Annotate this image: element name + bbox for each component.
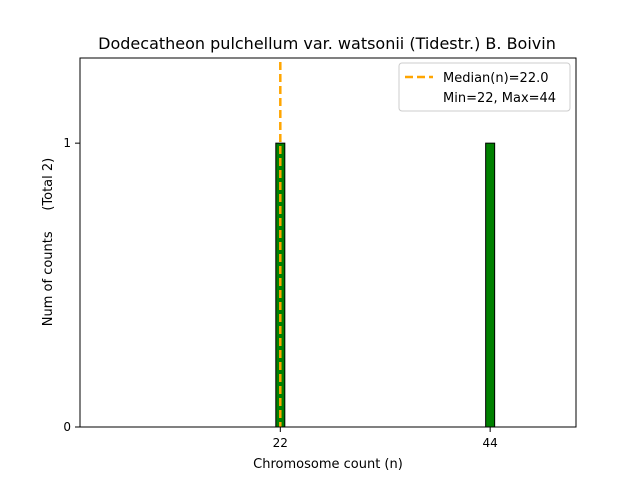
legend-entry-median: Median(n)=22.0 [443, 71, 549, 86]
chart-title: Dodecatheon pulchellum var. watsonii (Ti… [98, 34, 556, 53]
x-axis-label: Chromosome count (n) [253, 457, 403, 472]
y-tick-label: 0 [63, 420, 71, 434]
bar-44 [485, 142, 496, 428]
x-tick-label: 44 [483, 436, 498, 450]
legend-entry-range: Min=22, Max=44 [443, 91, 556, 106]
y-tick-label: 1 [63, 136, 71, 150]
y-axis-ticks: 01 [63, 136, 80, 434]
legend: Median(n)=22.0 Min=22, Max=44 [398, 62, 571, 112]
plot-area [79, 57, 577, 428]
plot-frame [80, 58, 576, 427]
x-axis-ticks: 22 44 [273, 427, 498, 450]
legend-box [398, 62, 571, 112]
plot-border [79, 57, 577, 428]
y-axis-label: Num of counts (Total 2) [41, 158, 56, 326]
x-tick-label: 22 [273, 436, 288, 450]
